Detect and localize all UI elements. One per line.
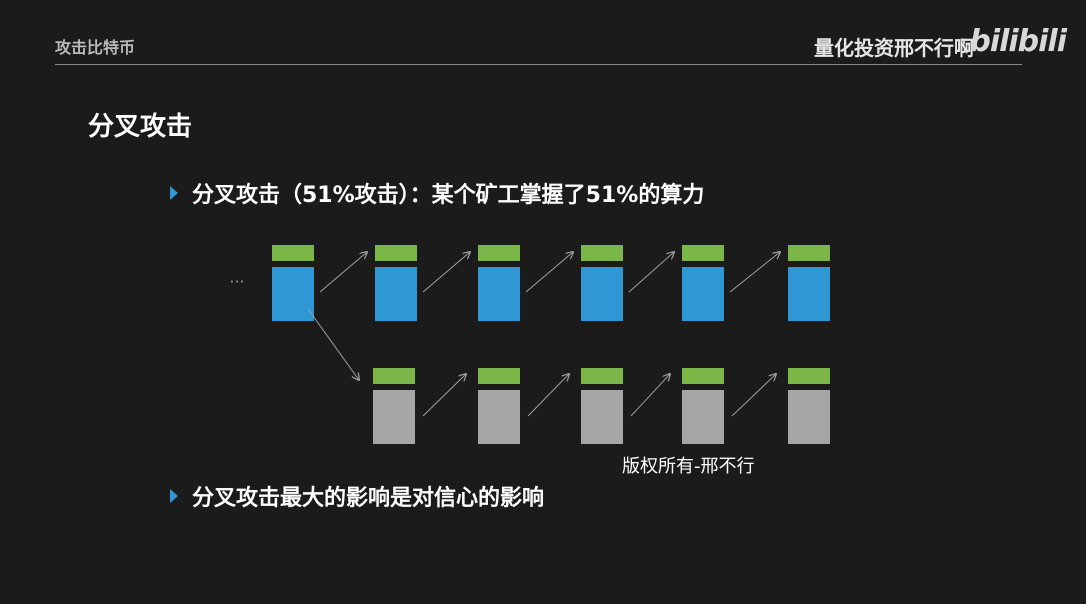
fork-chain-block xyxy=(788,368,830,444)
fork-chain-arrow xyxy=(422,374,466,417)
fork-arrow xyxy=(307,308,359,380)
block-header xyxy=(682,368,724,384)
fork-chain-block xyxy=(682,368,724,444)
main-chain-arrow xyxy=(319,252,367,293)
bullet-text: 分叉攻击最大的影响是对信心的影响 xyxy=(192,486,545,511)
bullet-triangle-icon xyxy=(170,186,178,200)
fork-chain-block xyxy=(478,368,520,444)
fork-chain-block xyxy=(373,368,415,444)
bullet-triangle-icon xyxy=(170,489,178,503)
block-body xyxy=(788,267,830,321)
block-body xyxy=(478,390,520,444)
block-body xyxy=(373,390,415,444)
main-chain-block xyxy=(272,245,314,321)
main-chain-block xyxy=(581,245,623,321)
block-body xyxy=(581,390,623,444)
block-header xyxy=(373,368,415,384)
main-chain-block xyxy=(788,245,830,321)
block-header xyxy=(581,368,623,384)
block-body xyxy=(682,267,724,321)
block-body xyxy=(682,390,724,444)
copyright-text: 版权所有-邢不行 xyxy=(622,456,755,477)
block-header xyxy=(375,245,417,261)
fork-chain-arrow xyxy=(731,374,776,417)
block-body xyxy=(581,267,623,321)
ellipsis: ··· xyxy=(229,272,244,291)
block-header xyxy=(788,245,830,261)
main-chain-arrow xyxy=(422,252,470,293)
bullet-item: 分叉攻击（51%攻击）：某个矿工掌握了51%的算力 xyxy=(170,177,704,209)
fork-chain-arrow xyxy=(527,374,569,417)
bullet-item: 分叉攻击最大的影响是对信心的影响 xyxy=(170,480,544,512)
block-header xyxy=(272,245,314,261)
main-chain-block xyxy=(478,245,520,321)
fork-chain-block xyxy=(581,368,623,444)
block-header xyxy=(581,245,623,261)
block-body xyxy=(272,267,314,321)
bullet-text: 分叉攻击（51%攻击）：某个矿工掌握了51%的算力 xyxy=(192,183,705,208)
main-chain-arrow xyxy=(729,252,780,293)
main-chain-block xyxy=(375,245,417,321)
fork-chain-arrow xyxy=(630,374,670,417)
block-body xyxy=(788,390,830,444)
block-header xyxy=(478,368,520,384)
main-chain-arrow xyxy=(525,252,573,293)
main-chain-block xyxy=(682,245,724,321)
section-title: 攻击比特币 xyxy=(55,38,136,57)
block-header xyxy=(682,245,724,261)
block-header xyxy=(478,245,520,261)
header-divider xyxy=(55,64,1022,65)
block-body xyxy=(478,267,520,321)
main-chain-arrow xyxy=(628,252,674,293)
channel-name: 量化投资邢不行啊 xyxy=(814,36,974,60)
block-header xyxy=(788,368,830,384)
slide-title: 分叉攻击 xyxy=(88,112,193,142)
bilibili-logo: bilibili xyxy=(969,24,1067,59)
block-body xyxy=(375,267,417,321)
